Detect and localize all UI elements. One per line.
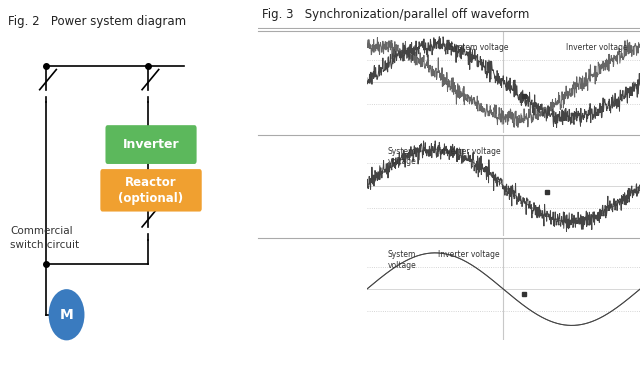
Text: Breaker lapping
in progress: Breaker lapping in progress: [267, 271, 366, 295]
Text: Inverter voltage: Inverter voltage: [566, 43, 628, 52]
Text: Synchronization
completed: Synchronization completed: [267, 168, 367, 191]
Circle shape: [49, 289, 84, 340]
Text: Synchronizing
in progress: Synchronizing in progress: [267, 64, 355, 88]
Text: Inverter voltage: Inverter voltage: [439, 147, 501, 156]
FancyBboxPatch shape: [100, 169, 202, 212]
Text: System
voltage: System voltage: [387, 147, 416, 166]
Text: Inverter voltage: Inverter voltage: [438, 250, 499, 259]
Text: M: M: [60, 308, 74, 322]
Text: System voltage: System voltage: [449, 43, 508, 52]
Text: System
voltage: System voltage: [387, 250, 416, 270]
Text: Inverter: Inverter: [123, 138, 179, 151]
Text: Reactor
(optional): Reactor (optional): [118, 176, 184, 205]
FancyBboxPatch shape: [106, 125, 196, 164]
Text: Commercial
switch circuit: Commercial switch circuit: [10, 226, 79, 250]
Text: Fig. 2   Power system diagram: Fig. 2 Power system diagram: [8, 15, 186, 28]
Text: Fig. 3   Synchronization/parallel off waveform: Fig. 3 Synchronization/parallel off wave…: [262, 8, 529, 21]
